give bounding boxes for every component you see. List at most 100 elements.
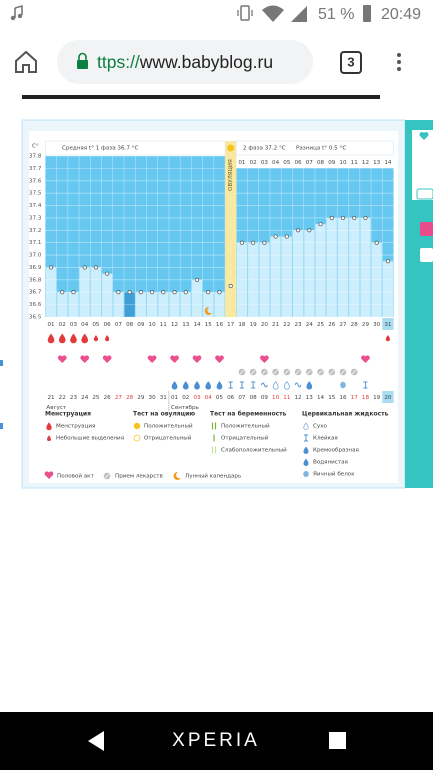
temperature-point [183, 290, 188, 295]
intercourse-icon [170, 355, 179, 363]
intercourse-icon [57, 355, 67, 363]
date-label: 19 [373, 395, 381, 401]
date-label: 31 [160, 395, 168, 401]
legend-item: Отрицательный [144, 435, 192, 442]
legend-group-title: Менструация [45, 411, 91, 418]
x-tick-label: 26 [328, 322, 336, 328]
legend-icon [211, 446, 217, 454]
x-tick-label: 18 [238, 322, 246, 328]
side-heart [419, 132, 429, 140]
url-scheme: ttps:// [97, 52, 140, 72]
x-tick-label: 09 [137, 322, 145, 328]
medication-icon [273, 369, 278, 375]
watery-icon [194, 381, 200, 390]
url-host: www.babyblog.ru [139, 52, 273, 72]
creamy-icon [294, 382, 302, 388]
x-tick-label: 07 [115, 322, 123, 328]
medication-icon [284, 369, 290, 375]
temperature-point [116, 290, 121, 295]
x-tick-label: 31 [384, 322, 392, 328]
temperature-point [206, 290, 211, 295]
legend-item: Положительный [144, 423, 193, 430]
temperature-point [48, 265, 54, 270]
spotting-icon [385, 335, 391, 342]
y-tick-label: 37.4 [29, 203, 42, 209]
temperature-bar [270, 236, 281, 317]
watery-icon [216, 381, 223, 390]
current-day [382, 318, 394, 330]
tabs-button[interactable]: 3 [340, 51, 362, 74]
temperature-bar [102, 273, 113, 317]
x-tick-label: 13 [182, 322, 190, 328]
intercourse-icon [192, 355, 202, 363]
recents-button[interactable] [329, 732, 346, 749]
phase2-row [236, 156, 394, 168]
date-label: 11 [283, 395, 291, 401]
phase2-day: 01 [238, 160, 246, 166]
temperature-bar [191, 279, 203, 317]
phase1-average: Средняя t° 1 фаза 36.7 °C [62, 146, 138, 152]
y-tick-label: 37.1 [29, 240, 42, 246]
intercourse-icon [147, 355, 157, 363]
date-label: 13 [306, 395, 314, 401]
clock: 20:49 [381, 6, 421, 23]
legend-icon [303, 422, 309, 431]
x-tick-label: 23 [295, 322, 303, 328]
phase2-day: 10 [339, 160, 347, 166]
date-label: 24 [81, 395, 89, 401]
watery-icon [182, 381, 189, 390]
temperature-point [340, 215, 346, 220]
temperature-point [239, 240, 244, 245]
date-label: 21 [47, 395, 55, 401]
side-button[interactable] [420, 222, 433, 236]
medication-icon [351, 369, 357, 375]
side-button[interactable] [416, 188, 433, 200]
temperature-point [307, 228, 312, 233]
temperature-point [194, 277, 200, 282]
legend-item: Небольшие выделения [56, 436, 124, 442]
temperature-point [363, 215, 368, 220]
x-tick-label: 16 [216, 322, 224, 328]
dry-icon [272, 381, 279, 390]
vibrate-icon [240, 5, 250, 21]
phase2-day: 13 [373, 160, 381, 166]
temperature-point [352, 215, 357, 220]
x-tick-label: 20 [261, 322, 269, 328]
legend-item: Положительный [221, 423, 270, 430]
medication-icon [250, 369, 256, 375]
temperature-point [251, 240, 256, 245]
temperature-point [284, 234, 289, 239]
temperature-point [161, 290, 166, 295]
menstruation-icon [58, 333, 66, 344]
x-tick-label: 02 [59, 322, 66, 328]
back-button[interactable] [88, 731, 104, 751]
temperature-point [329, 215, 334, 220]
temperature-point [82, 265, 87, 270]
phase2-day: 04 [272, 160, 280, 166]
phase2-average: 2 фаза 37.2 °C [243, 146, 286, 152]
x-tick-label: 06 [104, 322, 112, 328]
x-tick-label: 28 [351, 322, 359, 328]
y-tick-label: 37.3 [29, 215, 42, 221]
x-tick-label: 01 [47, 322, 55, 328]
x-tick-label: 14 [193, 322, 201, 328]
home-button[interactable] [15, 50, 37, 73]
date-label: 27 [115, 395, 123, 401]
legend-item: Водянистая [313, 460, 348, 466]
menstruation-icon [81, 333, 89, 344]
temperature-point [172, 290, 177, 295]
battery-icon [363, 5, 371, 22]
date-label: 02 [182, 395, 189, 401]
date-label: 29 [137, 395, 145, 401]
menu-button[interactable] [397, 53, 401, 71]
today-date [382, 391, 394, 403]
phase2-day: 05 [283, 160, 291, 166]
menstruation-icon [47, 333, 55, 344]
side-button[interactable] [420, 248, 433, 262]
sticky-icon [228, 381, 233, 389]
date-label: 14 [317, 395, 325, 401]
x-tick-label: 03 [70, 322, 78, 328]
url-bar[interactable] [57, 40, 313, 84]
music-icon [14, 4, 23, 18]
x-tick-label: 29 [362, 322, 370, 328]
